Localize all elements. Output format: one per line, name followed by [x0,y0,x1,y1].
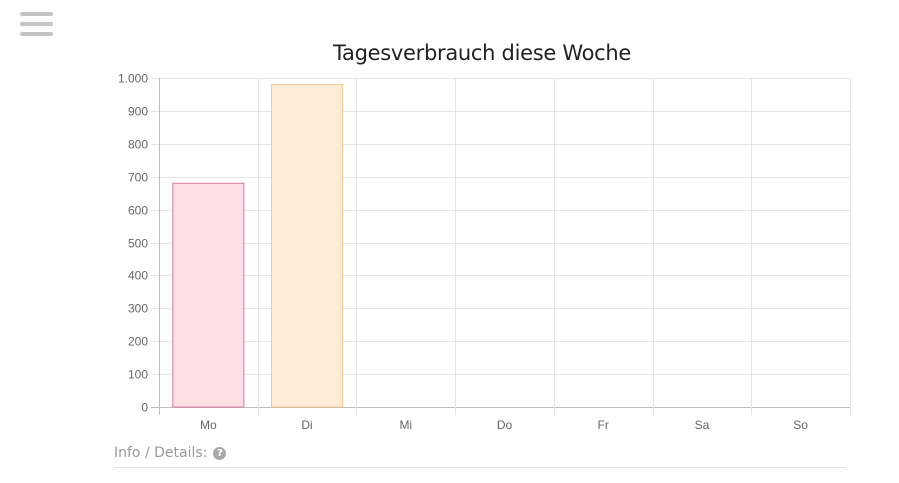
y-tick-label: 0 [141,401,148,415]
x-tick-label: Di [301,418,312,432]
y-tick-label: 100 [128,368,148,382]
y-tick-label: 200 [128,335,148,349]
menu-line [20,22,53,26]
question-circle-icon[interactable]: ? [213,447,227,460]
x-tick-label: Fr [598,418,609,432]
y-tick-label: 400 [128,269,148,283]
x-tick-label: Mo [200,418,217,432]
y-tick-label: 600 [128,204,148,218]
y-tick-label: 800 [128,138,148,152]
info-details-label: Info / Details: [114,445,208,461]
info-details: Info / Details:? [114,445,227,461]
x-tick-label: Sa [695,418,710,432]
y-tick-label: 900 [128,105,148,119]
hamburger-menu-icon[interactable] [20,12,53,38]
y-tick-label: 700 [128,171,148,185]
divider [114,467,846,468]
y-tick-label: 1.000 [118,72,148,86]
bar-mo [172,182,245,408]
x-tick-label: So [793,418,808,432]
menu-line [20,12,53,16]
y-tick-label: 500 [128,237,148,251]
x-tick-label: Do [497,418,513,432]
y-tick-label: 300 [128,302,148,316]
menu-line [20,32,53,36]
x-tick-label: Mi [399,418,412,432]
bar-di [271,84,344,408]
chart-title: Tagesverbrauch diese Woche [332,41,632,65]
